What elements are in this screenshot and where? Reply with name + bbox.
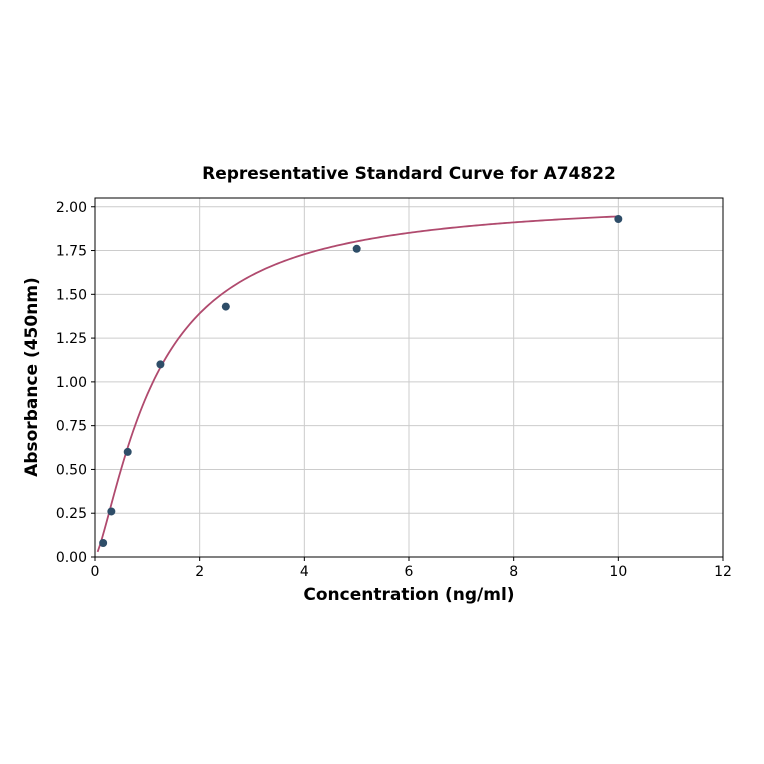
fitted-curve: [96, 215, 619, 553]
x-tick-label: 2: [195, 564, 204, 580]
data-point: [99, 538, 108, 547]
data-point: [123, 447, 132, 456]
data-point: [352, 244, 361, 253]
x-tick-label: 0: [91, 564, 100, 580]
chart-title: Representative Standard Curve for A74822: [202, 164, 616, 184]
data-point: [614, 215, 623, 224]
y-tick-label: 0.25: [56, 506, 87, 522]
y-tick-label: 0.75: [56, 419, 87, 435]
y-tick-label: 1.00: [56, 375, 87, 391]
data-point: [221, 302, 230, 311]
y-tick-label: 1.75: [56, 244, 87, 260]
y-tick-label: 1.50: [56, 287, 87, 303]
y-axis-label: Absorbance (450nm): [22, 277, 42, 477]
x-tick-label: 8: [509, 564, 518, 580]
x-tick-label: 4: [300, 564, 309, 580]
x-tick-label: 12: [714, 564, 732, 580]
y-tick-label: 2.00: [56, 200, 87, 216]
x-tick-label: 6: [405, 564, 414, 580]
data-point: [107, 507, 116, 516]
y-tick-label: 0.50: [56, 462, 87, 478]
x-tick-label: 10: [609, 564, 627, 580]
data-point: [156, 360, 165, 369]
x-axis-label: Concentration (ng/ml): [303, 585, 514, 605]
y-tick-label: 1.25: [56, 331, 87, 347]
y-tick-label: 0.00: [56, 550, 87, 566]
